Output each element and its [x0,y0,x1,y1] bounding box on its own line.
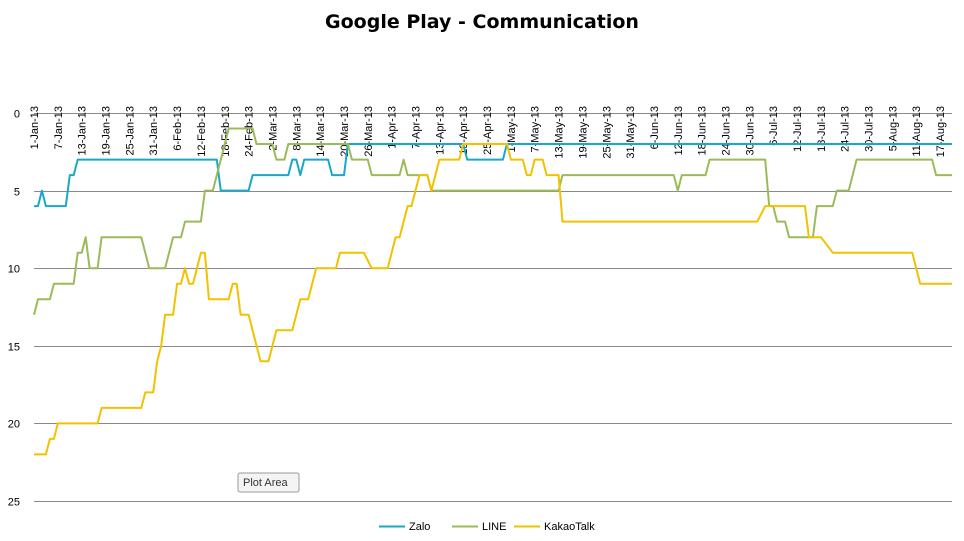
x-tick-label: 12-Jul-13 [792,106,804,152]
y-axis-ticks: 0 5 10 15 20 25 [8,109,20,509]
legend-label-kakaotalk: KakaoTalk [544,521,595,533]
x-tick-label: 5-Aug-13 [887,106,899,151]
x-tick-label: 31-May-13 [625,106,637,159]
x-tick-label: 25-Apr-13 [482,106,494,155]
x-tick-label: 12-Feb-13 [196,106,208,157]
x-tick-label: 1-Apr-13 [387,106,399,149]
x-tick-label: 30-Jun-13 [744,106,756,156]
x-tick-label: 18-Jun-13 [697,106,709,156]
x-tick-label: 30-Jul-13 [864,106,876,152]
series-line-zalo [34,143,952,208]
series-line-line [33,127,952,316]
x-tick-label: 18-Jul-13 [816,106,828,152]
x-tick-label: 24-Jul-13 [840,106,852,152]
x-tick-label: 6-Jul-13 [768,106,780,146]
chart-title: Google Play - Communication [325,11,639,33]
y-tick-label: 15 [8,342,20,354]
y-tick-label: 20 [8,419,20,431]
series-layer [33,127,952,456]
x-axis-ticks: 1-Jan-13 7-Jan-13 13-Jan-13 19-Jan-13 25-Jan… [29,106,947,159]
y-tick-label: 10 [8,264,20,276]
x-tick-label: 17-Aug-13 [935,106,947,157]
x-tick-label: 1-May-13 [506,106,518,152]
x-tick-label: 6-Feb-13 [172,106,184,151]
x-tick-label: 7-Apr-13 [411,106,423,149]
x-tick-label: 6-Jun-13 [649,106,661,149]
x-tick-label: 12-Jun-13 [673,106,685,156]
x-tick-label: 24-Jun-13 [720,106,732,156]
x-tick-label: 7-May-13 [530,106,542,152]
x-tick-label: 13-Apr-13 [434,106,446,155]
x-tick-label: 13-Jan-13 [77,106,89,156]
x-tick-label: 19-May-13 [577,106,589,159]
y-tick-label: 5 [14,187,20,199]
x-tick-label: 7-Jan-13 [53,106,65,149]
x-tick-label: 2-Mar-13 [267,106,279,151]
tooltip-text: Plot Area [243,477,289,489]
plot-area-tooltip: Plot Area [237,472,300,493]
x-tick-label: 1-Jan-13 [29,106,41,149]
y-tick-label: 25 [8,497,20,509]
x-tick-label: 13-May-13 [554,106,566,159]
legend: Zalo LINE KakaoTalk [379,521,595,533]
x-tick-label: 8-Mar-13 [291,106,303,151]
legend-label-zalo: Zalo [409,521,430,533]
x-tick-label: 11-Aug-13 [911,106,923,157]
x-tick-label: 19-Apr-13 [458,106,470,155]
x-tick-label: 31-Jan-13 [148,106,160,156]
x-tick-label: 18-Feb-13 [220,106,232,157]
x-tick-label: 19-Jan-13 [101,106,113,156]
x-tick-label: 25-Jan-13 [124,106,136,156]
x-tick-label: 25-May-13 [601,106,613,159]
gridlines [34,113,952,502]
x-tick-label: 26-Mar-13 [363,106,375,157]
x-tick-label: 14-Mar-13 [315,106,327,157]
x-tick-label: 24-Feb-13 [244,106,256,157]
tooltip-background [237,472,300,493]
series-line-kakaotalk [34,143,952,456]
y-tick-label: 0 [14,109,20,121]
legend-label-line: LINE [482,521,506,533]
